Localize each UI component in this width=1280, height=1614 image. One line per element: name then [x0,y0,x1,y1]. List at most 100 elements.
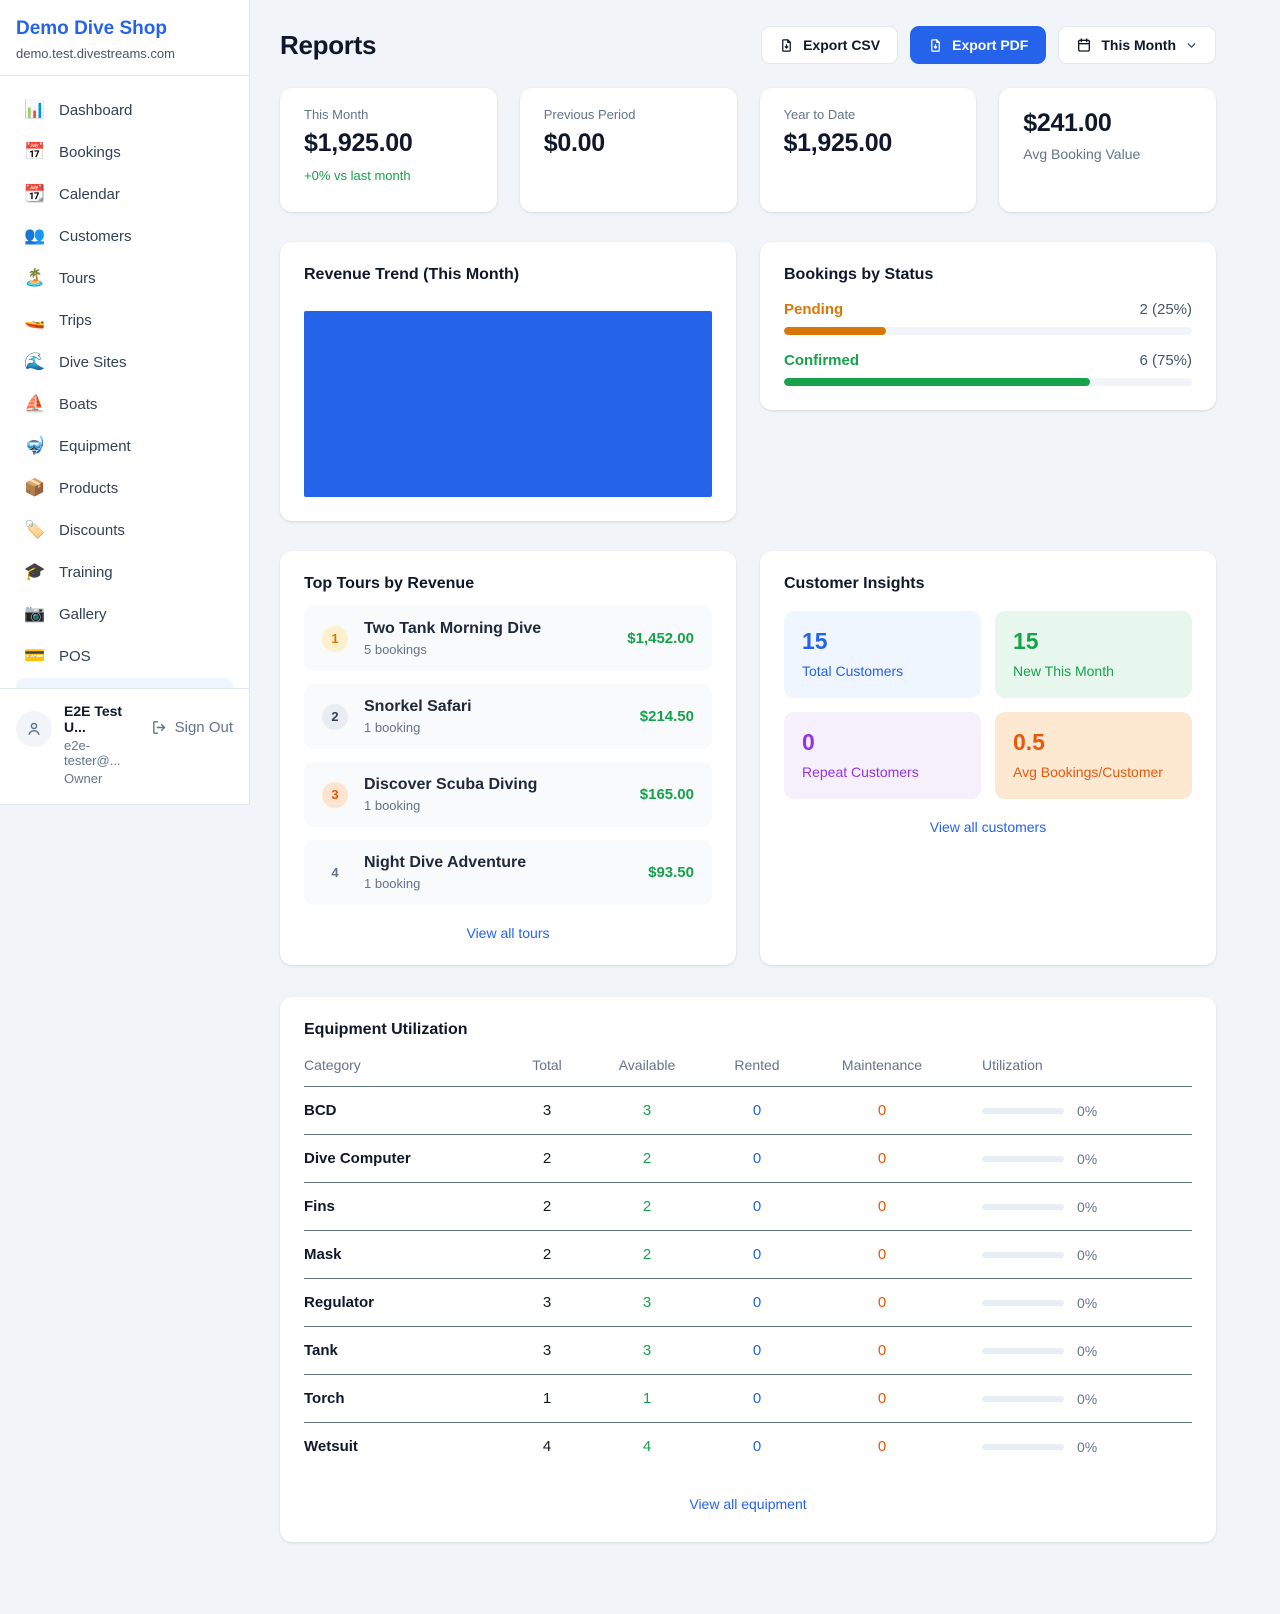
table-row: Regulator 3 3 0 0 0% [304,1279,1192,1327]
utilization-percent: 0% [1077,1246,1098,1263]
sidebar-item-label: Training [59,563,113,581]
table-row: BCD 3 3 0 0 0% [304,1087,1192,1135]
cell-category: BCD [304,1102,337,1119]
sidebar-item-gallery[interactable]: 📷 Gallery [8,594,241,634]
tile-label: Repeat Customers [802,764,919,780]
sidebar-item-training[interactable]: 🎓 Training [8,552,241,592]
table-row: Torch 1 1 0 0 0% [304,1375,1192,1423]
stat-cards: This Month $1,925.00 +0% vs last month P… [280,88,1216,212]
sidebar-item-trips[interactable]: 🚤 Trips [8,300,241,340]
sidebar-item-label: POS [59,647,91,665]
cell-category: Torch [304,1390,345,1407]
user-name: E2E Test U... [64,703,123,735]
cell-rented: 0 [752,1342,762,1359]
cell-rented: 0 [752,1102,762,1119]
sidebar-item-dashboard[interactable]: 📊 Dashboard [8,90,241,130]
bookings-by-status-card: Bookings by Status Pending 2 (25%) Confi… [760,242,1216,410]
cell-total: 1 [542,1390,552,1407]
stat-label: This Month [304,107,369,122]
column-header-total: Total [532,1057,562,1073]
cell-total: 4 [542,1438,552,1455]
sidebar-item-equipment[interactable]: 🤿 Equipment [8,426,241,466]
sign-out-label: Sign Out [174,719,233,736]
sidebar-item-dive-sites[interactable]: 🌊 Dive Sites [8,342,241,382]
period-dropdown[interactable]: This Month [1058,26,1216,64]
customer-insights-card: Customer Insights 15 Total Customers 15 … [760,551,1216,965]
dashboard-icon: 📊 [24,100,46,119]
cell-maintenance: 0 [877,1438,887,1455]
top-tours-title: Top Tours by Revenue [304,575,475,592]
cell-utilization: 0% [952,1103,1192,1119]
cell-maintenance: 0 [877,1342,887,1359]
tile-value: 15 [802,628,828,654]
tile-new-this-month: 15 New This Month [995,611,1192,698]
utilization-percent: 0% [1077,1438,1098,1455]
cell-available: 3 [642,1102,652,1119]
tile-value: 0 [802,729,815,755]
pos-icon: 💳 [24,646,46,665]
utilization-percent: 0% [1077,1150,1098,1167]
file-download-icon [931,38,940,52]
sidebar-item-pos[interactable]: 💳 POS [8,636,241,676]
sidebar-item-label: Gallery [59,605,107,623]
cell-utilization: 0% [952,1295,1192,1311]
cell-total: 2 [542,1246,552,1263]
cell-maintenance: 0 [877,1390,887,1407]
sidebar-item-boats[interactable]: ⛵ Boats [8,384,241,424]
view-all-customers-link[interactable]: View all customers [929,819,1047,835]
sidebar-nav: 📊 Dashboard 📅 Bookings 📆 Calendar 👥 Customer… [0,76,249,688]
stat-card-year-to-date: Year to Date $1,925.00 [759,88,977,212]
cell-total: 3 [542,1294,552,1311]
insight-grid: 15 Total Customers 15 New This Month 0 R… [784,611,1192,799]
sidebar-item-products[interactable]: 📦 Products [8,468,241,508]
cell-rented: 0 [752,1198,762,1215]
sidebar-item-tours[interactable]: 🏝️ Tours [8,258,241,298]
user-info: E2E Test U... e2e-tester@... Owner [64,703,139,786]
shop-name: Demo Dive Shop [16,18,167,39]
calendar-icon: 📆 [24,184,46,203]
view-all-tours-link[interactable]: View all tours [466,925,550,941]
sidebar-item-customers[interactable]: 👥 Customers [8,216,241,256]
equipment-utilization-title: Equipment Utilization [304,1021,468,1038]
rank-badge: 3 [322,781,348,808]
sidebar-item-reports-partial[interactable] [16,678,233,688]
cell-category: Tank [304,1342,338,1359]
cell-utilization: 0% [952,1151,1192,1167]
tour-amount: $93.50 [648,864,694,881]
sidebar-item-bookings[interactable]: 📅 Bookings [8,132,241,172]
tours-icon: 🏝️ [24,268,46,287]
export-csv-button[interactable]: Export CSV [761,26,899,64]
rank-badge: 4 [331,865,339,880]
sidebar-item-label: Trips [59,311,92,329]
status-count: 2 (25%) [1139,301,1192,318]
stat-value: $1,925.00 [304,129,413,157]
sidebar-item-calendar[interactable]: 📆 Calendar [8,174,241,214]
charts-row: Revenue Trend (This Month) Bookings by S… [280,242,1216,521]
stat-card-previous-period: Previous Period $0.00 [519,88,737,212]
sign-out-button[interactable]: Sign Out [151,719,233,736]
column-header-maintenance: Maintenance [841,1057,923,1073]
cell-total: 2 [542,1198,552,1215]
header-actions: Export CSV Export PDF This Month [761,26,1216,64]
status-count: 6 (75%) [1139,352,1192,369]
cell-maintenance: 0 [877,1246,887,1263]
export-csv-label: Export CSV [803,37,881,53]
sidebar-item-label: Products [59,479,119,497]
cell-maintenance: 0 [877,1150,887,1167]
sidebar-item-discounts[interactable]: 🏷️ Discounts [8,510,241,550]
cell-available: 2 [642,1246,652,1263]
list-item: 4 Night Dive Adventure 1 booking $93.50 [304,840,712,905]
stat-label: Previous Period [543,107,636,122]
cell-rented: 0 [752,1294,762,1311]
utilization-bar [982,1155,1064,1162]
column-header-category: Category [304,1057,361,1073]
export-pdf-label: Export PDF [952,37,1029,53]
stat-value: $1,925.00 [783,129,893,157]
status-row-confirmed: Confirmed 6 (75%) [784,352,1192,386]
sidebar-item-label: Customers [59,227,132,245]
tour-bookings: 1 booking [364,720,421,735]
sidebar-item-label: Tours [59,269,96,287]
export-pdf-button[interactable]: Export PDF [910,26,1047,64]
tour-amount: $214.50 [639,708,694,725]
view-all-equipment-link[interactable]: View all equipment [689,1496,807,1512]
